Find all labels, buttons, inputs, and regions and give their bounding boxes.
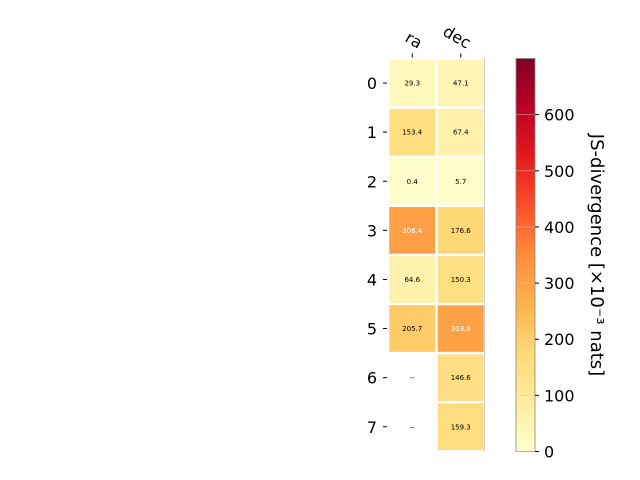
cell-value-label: 150.3 bbox=[451, 276, 471, 284]
row-tick-label: 1 bbox=[367, 123, 377, 142]
cell-value-label: 146.6 bbox=[451, 374, 472, 382]
colorbar-tick-label: 200 bbox=[544, 330, 575, 349]
cell-value-label: 5.7 bbox=[455, 178, 466, 186]
colorbar-tick-label: 400 bbox=[544, 218, 575, 237]
missing-cell-label: -- bbox=[410, 423, 416, 431]
heatmap-cell bbox=[389, 108, 436, 156]
heatmap-cell bbox=[437, 256, 484, 303]
heatmap-cell bbox=[437, 305, 484, 352]
heatmap-cell bbox=[437, 59, 484, 107]
row-tick-label: 6 bbox=[367, 369, 377, 388]
cell-value-label: 159.3 bbox=[451, 423, 471, 431]
row-tick-label: 3 bbox=[367, 221, 377, 240]
colorbar-tick-label: 500 bbox=[544, 162, 575, 181]
heatmap-cell bbox=[389, 207, 436, 254]
colorbar-tick-label: 300 bbox=[544, 274, 575, 293]
heatmap-cell bbox=[437, 354, 484, 401]
missing-cell-label: -- bbox=[410, 374, 416, 382]
colorbar: 0 100 200 300 400 500 600 JS-divergence [×10⁻³ … bbox=[515, 58, 607, 462]
heatmap-cell bbox=[389, 256, 436, 303]
cell-value-label: 64.6 bbox=[404, 276, 420, 284]
heatmap-cell bbox=[389, 59, 436, 107]
row-tick-label: 7 bbox=[367, 418, 377, 437]
cell-value-label: 303.8 bbox=[451, 325, 471, 333]
heatmap-cell bbox=[437, 157, 484, 205]
cell-value-label: 205.7 bbox=[402, 325, 422, 333]
heatmap-cell bbox=[389, 305, 436, 352]
column-tick-label: ra bbox=[402, 28, 426, 53]
cell-value-label: 47.1 bbox=[453, 80, 469, 88]
cell-value-label: 176.6 bbox=[451, 227, 472, 235]
colorbar-tick-label: 100 bbox=[544, 386, 575, 405]
colorbar-tick-label: 0 bbox=[544, 443, 554, 462]
cell-value-label: 0.4 bbox=[407, 178, 419, 186]
heatmap-cell bbox=[389, 157, 436, 205]
cell-value-label: 67.4 bbox=[453, 129, 469, 137]
heatmap-cells: 29.3 47.1 153.4 67.4 0.4 5.7 306.4 176.6 64.6 150… bbox=[389, 59, 484, 451]
column-tick-label: dec bbox=[440, 22, 474, 53]
cell-value-label: 153.4 bbox=[402, 129, 423, 137]
heatmap-cell bbox=[437, 108, 484, 156]
heatmap-cell bbox=[437, 207, 484, 254]
cell-value-label: 29.3 bbox=[404, 80, 420, 88]
row-tick-label: 2 bbox=[367, 172, 377, 191]
cell-value-label: 306.4 bbox=[402, 227, 423, 235]
heatmap-cell bbox=[437, 403, 484, 451]
row-tick-label: 0 bbox=[367, 74, 377, 93]
colorbar-gradient bbox=[515, 58, 536, 452]
colorbar-axis-label: JS-divergence [×10⁻³ nats] bbox=[586, 133, 607, 376]
colorbar-tick-label: 600 bbox=[544, 106, 575, 125]
row-tick-label: 5 bbox=[367, 320, 377, 339]
row-tick-label: 4 bbox=[367, 270, 377, 289]
